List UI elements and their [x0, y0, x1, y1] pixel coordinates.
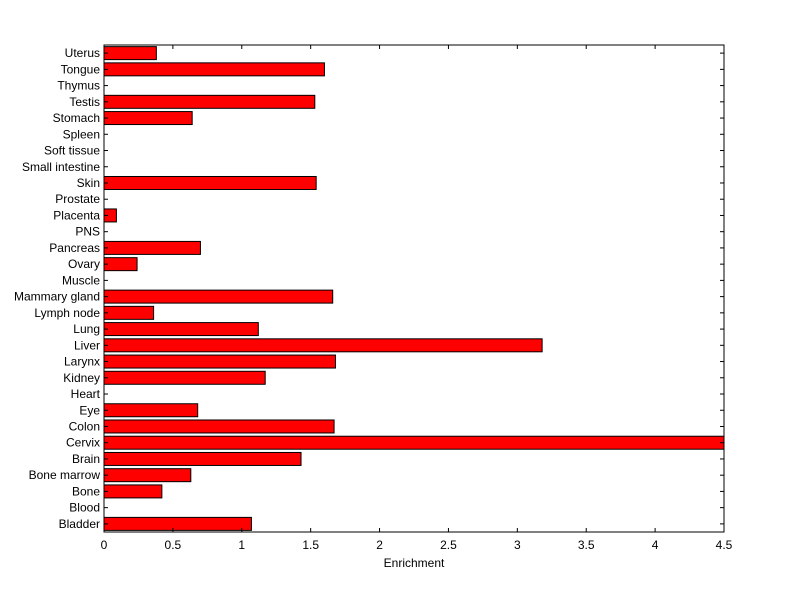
bar-cervix [103, 435, 725, 450]
y-tick-label: Thymus [57, 79, 100, 93]
y-tick-label: Liver [74, 338, 100, 352]
bar-brain [103, 451, 302, 466]
y-tick-label: Lymph node [34, 306, 100, 320]
y-tick-label: Bone [72, 484, 100, 498]
y-tick-label: Skin [77, 176, 100, 190]
y-tick-label: Kidney [63, 371, 100, 385]
bar-ovary [103, 257, 138, 272]
ticks-group [103, 45, 725, 532]
bar-testis [103, 94, 316, 109]
bar-bone [103, 484, 163, 499]
y-tick-label: Stomach [53, 111, 100, 125]
y-tick-label: Spleen [63, 127, 100, 141]
y-tick-label: Small intestine [22, 160, 100, 174]
bars-group [103, 46, 725, 531]
y-tick-label: Prostate [55, 192, 100, 206]
x-axis-title: Enrichment [384, 556, 445, 570]
x-tick-labels: 0 0.5 1 1.5 2 2.5 3 3.5 4 4.5 [101, 538, 733, 552]
bar-tongue [103, 62, 325, 77]
y-tick-label: Testis [69, 95, 100, 109]
y-tick-label: Ovary [68, 257, 100, 271]
y-tick-label: Brain [72, 452, 100, 466]
y-tick-label: Cervix [66, 436, 100, 450]
y-tick-label: Tongue [61, 62, 101, 76]
y-tick-label: Mammary gland [14, 290, 100, 304]
bar-colon [103, 419, 335, 434]
bar-bone-marrow [103, 468, 192, 483]
bar-pancreas [103, 240, 201, 255]
bar-lymph-node [103, 305, 155, 320]
y-tick-label: Lung [73, 322, 100, 336]
x-tick-label: 1.5 [302, 538, 319, 552]
y-tick-label: Larynx [64, 355, 100, 369]
x-tick-label: 0 [101, 538, 108, 552]
bar-uterus [103, 46, 157, 61]
x-tick-label: 4 [652, 538, 659, 552]
bar-stomach [103, 111, 193, 126]
x-tick-label: 1 [238, 538, 245, 552]
x-tick-label: 3 [514, 538, 521, 552]
bar-larynx [103, 354, 336, 369]
bar-mammary-gland [103, 289, 334, 304]
y-tick-label: Blood [69, 501, 100, 515]
bar-kidney [103, 370, 266, 385]
y-tick-label: Bladder [59, 517, 100, 531]
bar-eye [103, 403, 199, 418]
x-tick-label: 2.5 [440, 538, 457, 552]
y-tick-label: Bone marrow [29, 468, 101, 482]
y-tick-label: Pancreas [49, 241, 100, 255]
y-tick-label: Colon [69, 419, 100, 433]
bar-liver [103, 338, 543, 353]
y-tick-label: Eye [79, 403, 100, 417]
x-tick-label: 3.5 [578, 538, 595, 552]
bar-lung [103, 322, 259, 337]
y-tick-label: PNS [75, 225, 100, 239]
plot-frame [103, 44, 725, 533]
bar-skin [103, 175, 317, 190]
bar-bladder [103, 516, 252, 531]
x-tick-label: 4.5 [716, 538, 733, 552]
y-tick-label: Muscle [62, 273, 100, 287]
x-tick-label: 0.5 [165, 538, 182, 552]
y-tick-labels: Bladder Blood Bone Bone marrow Brain Cervix Co… [14, 46, 101, 531]
y-tick-label: Placenta [53, 208, 100, 222]
x-tick-label: 2 [376, 538, 383, 552]
y-tick-label: Soft tissue [44, 144, 100, 158]
y-tick-label: Heart [71, 387, 101, 401]
y-tick-label: Uterus [65, 46, 100, 60]
